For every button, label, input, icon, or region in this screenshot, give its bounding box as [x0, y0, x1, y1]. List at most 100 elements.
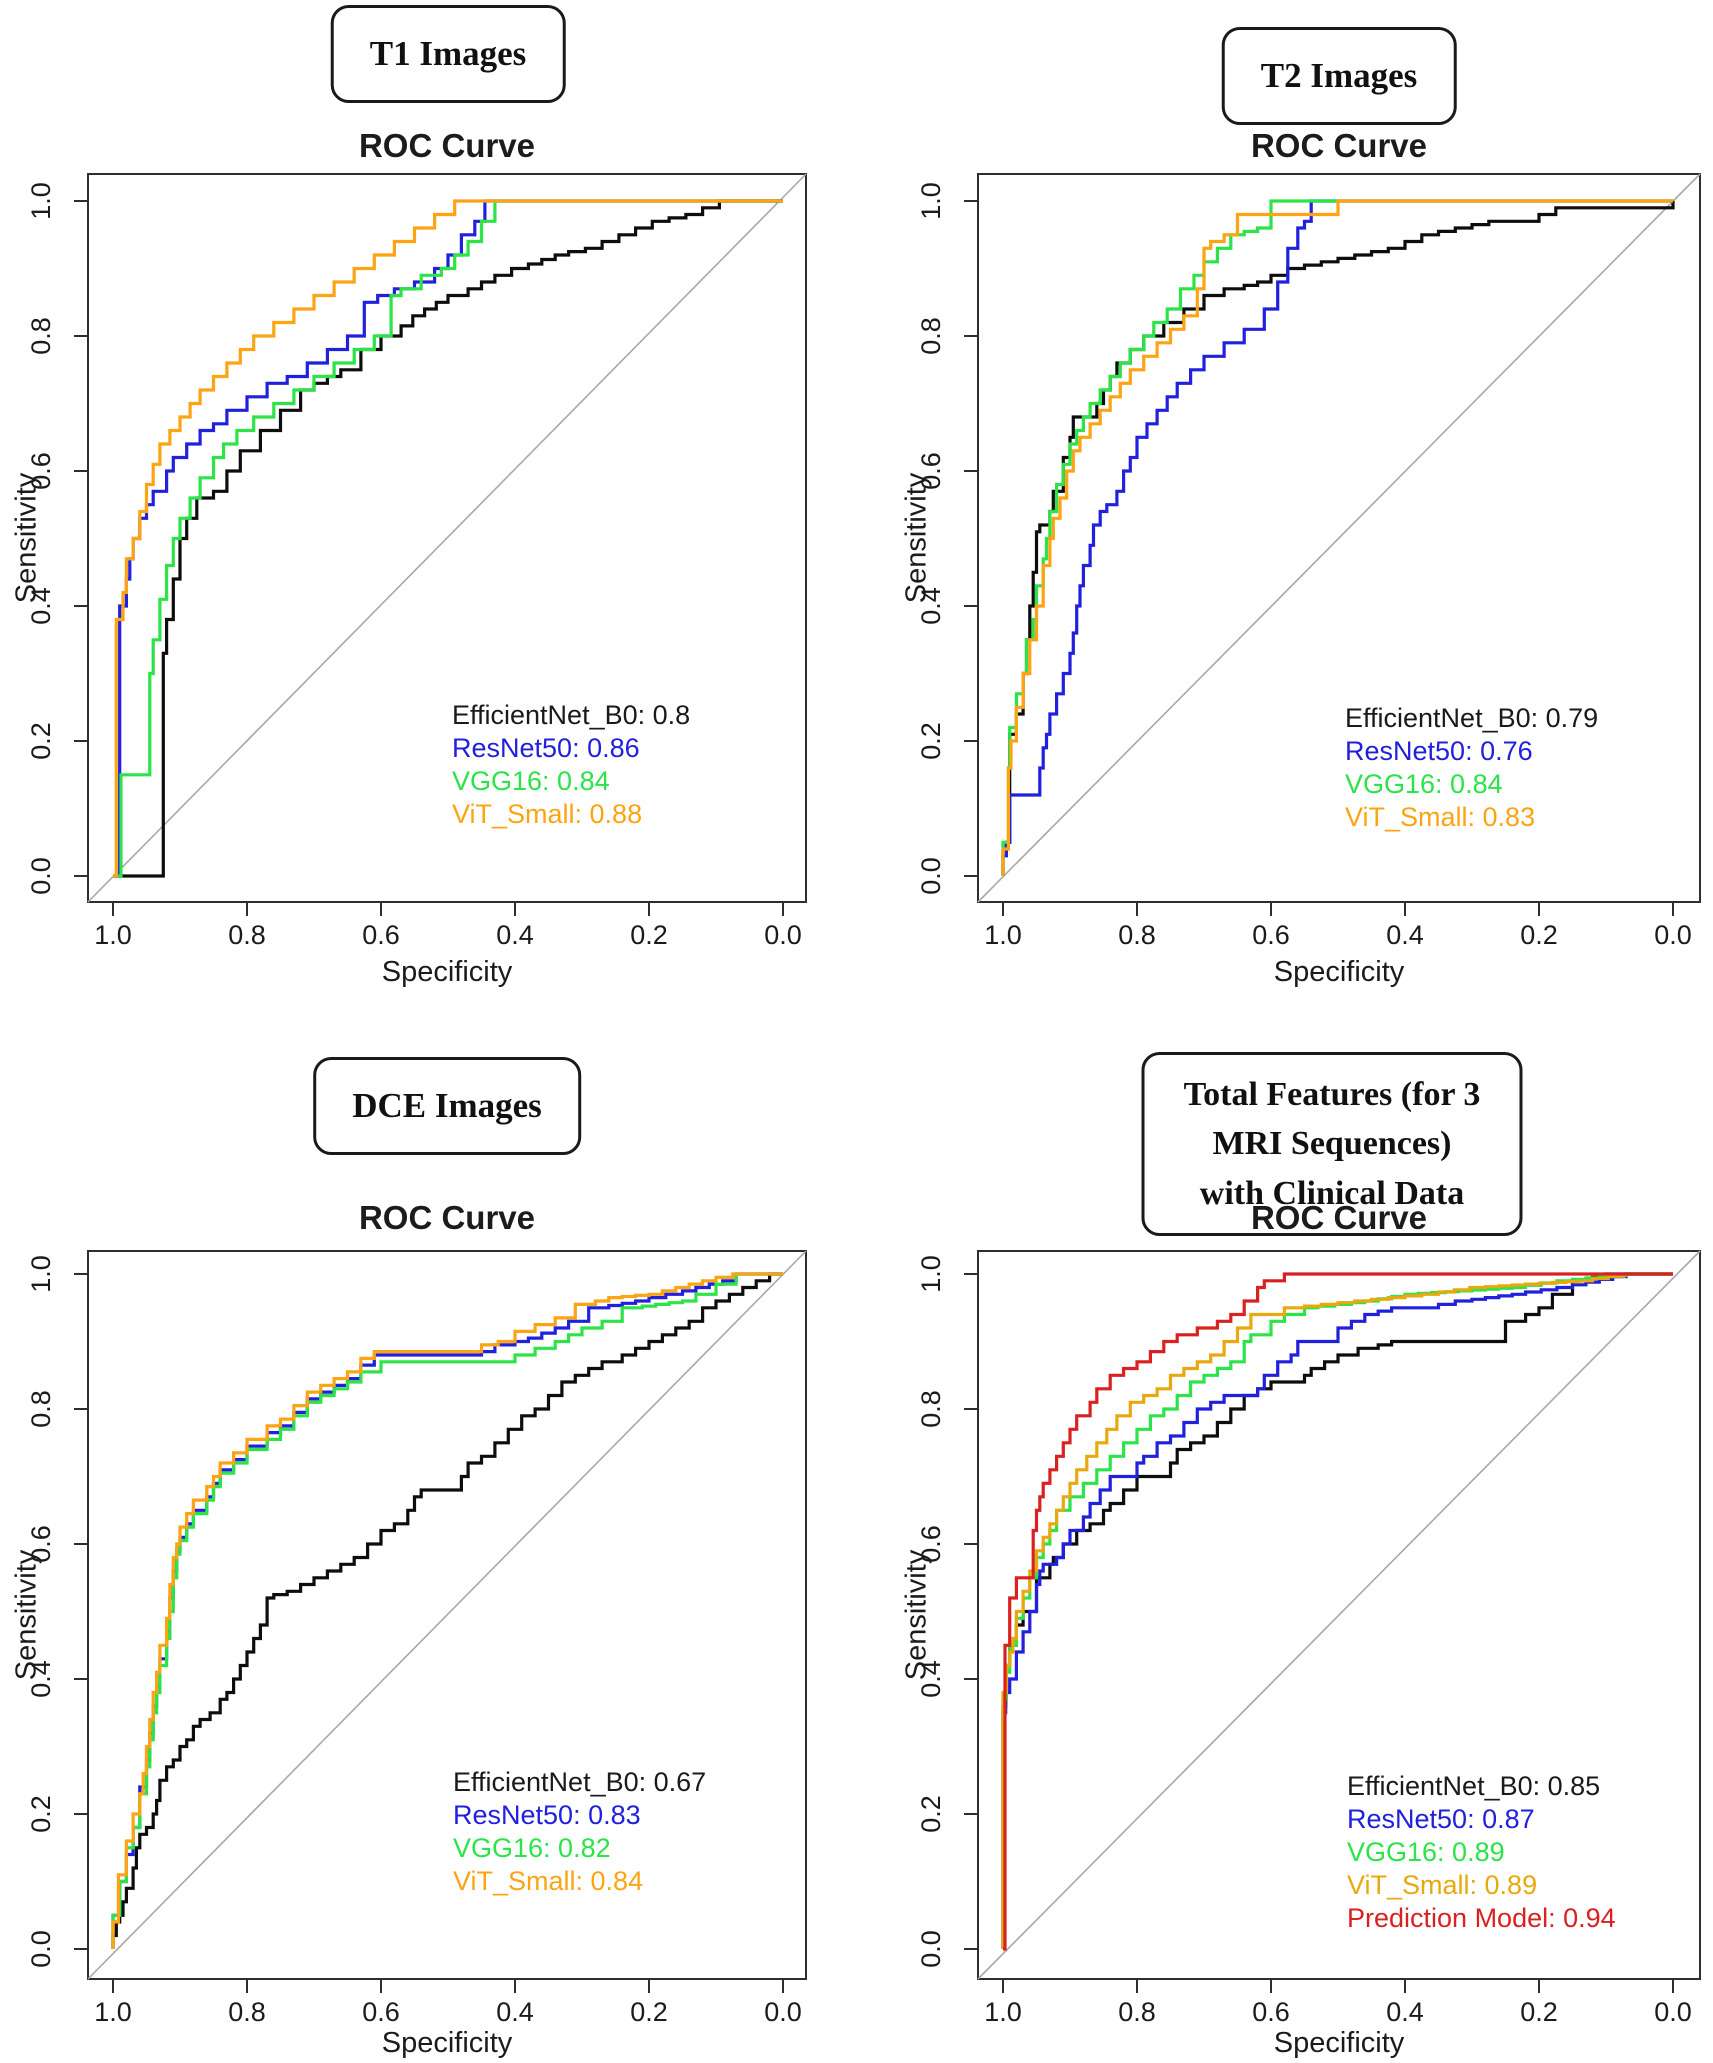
plot-box [87, 1250, 807, 1980]
y-tick-label: 0.8 [26, 317, 56, 355]
x-tick-label: 0.6 [362, 920, 400, 950]
x-tick-label: 1.0 [94, 1997, 132, 2027]
x-tick-label: 0.0 [1654, 1997, 1692, 2027]
y-tick-label: 0.8 [916, 317, 946, 355]
x-tick-label: 0.6 [1252, 1997, 1290, 2027]
x-tick-label: 0.8 [1118, 1997, 1156, 2027]
x-axis-label-t1: Specificity [381, 956, 513, 988]
roc-curve-vgg16 [113, 199, 783, 878]
y-tick-label: 0.0 [26, 1930, 56, 1968]
x-tick-label: 0.0 [764, 920, 802, 950]
legend-item-efficientnet-b0: EfficientNet_B0: 0.79 [1345, 703, 1599, 733]
roc-curve-efficientnet-b0 [1001, 1272, 1673, 1949]
legend-item-prediction-model: Prediction Model: 0.94 [1347, 1903, 1616, 1933]
y-tick-label: 0.6 [916, 452, 946, 490]
y-tick-label: 0.0 [26, 857, 56, 895]
legend-total: EfficientNet_B0: 0.85 ResNet50: 0.87 VGG16… [1347, 1770, 1616, 1935]
x-tick-label: 0.6 [1252, 920, 1290, 950]
y-tick-label: 1.0 [916, 1255, 946, 1293]
diagonal-reference-line [87, 173, 807, 903]
x-tick-label: 0.0 [1654, 920, 1692, 950]
x-axis-label-t2: Specificity [1273, 956, 1405, 988]
legend-item-vit-small: ViT_Small: 0.89 [1347, 1870, 1538, 1900]
plot-title-t2: ROC Curve [1250, 127, 1428, 164]
legend-item-vgg16: VGG16: 0.89 [1347, 1837, 1505, 1867]
roc-curve-resnet50 [1001, 199, 1673, 876]
y-tick-label: 0.0 [916, 1930, 946, 1968]
roc-curve-prediction-model [1003, 1272, 1673, 1951]
y-tick-label: 0.4 [916, 1660, 946, 1698]
y-tick-label: 0.4 [26, 587, 56, 625]
x-tick-label: 1.0 [94, 920, 132, 950]
y-axis-label-dce: Sensitivity [10, 1549, 43, 1681]
roc-curve-vit-small [113, 199, 783, 878]
legend-item-vit-small: ViT_Small: 0.84 [453, 1866, 644, 1896]
x-axis-label-dce: Specificity [381, 2027, 513, 2059]
x-tick-label: 0.6 [362, 1997, 400, 2027]
legend-item-resnet50: ResNet50: 0.76 [1345, 736, 1533, 766]
y-tick-label: 0.6 [916, 1525, 946, 1563]
legend-item-efficientnet-b0: EfficientNet_B0: 0.85 [1347, 1771, 1601, 1801]
panel-title-box-dce: DCE Images [313, 1057, 581, 1155]
panel-title-box-t1: T1 Images [330, 5, 566, 103]
x-tick-label: 0.2 [1520, 920, 1558, 950]
roc-curve-vit-small [111, 1272, 783, 1949]
x-tick-label: 0.2 [630, 1997, 668, 2027]
roc-curve-efficientnet-b0 [113, 199, 783, 878]
x-tick-label: 0.4 [1386, 920, 1424, 950]
y-tick-label: 1.0 [26, 1255, 56, 1293]
x-tick-label: 0.8 [228, 920, 266, 950]
x-tick-label: 0.0 [764, 1997, 802, 2027]
plot-box [977, 173, 1701, 903]
y-tick-label: 0.0 [916, 857, 946, 895]
x-tick-label: 0.4 [496, 1997, 534, 2027]
plot-title-t1: ROC Curve [358, 127, 536, 164]
x-tick-label: 0.4 [496, 920, 534, 950]
legend-item-efficientnet-b0: EfficientNet_B0: 0.67 [453, 1767, 707, 1797]
y-tick-label: 0.2 [26, 1795, 56, 1833]
panel-title-box-t2: T2 Images [1221, 27, 1457, 125]
diagonal-reference-line [977, 173, 1701, 903]
y-tick-label: 0.8 [916, 1390, 946, 1428]
legend-item-resnet50: ResNet50: 0.87 [1347, 1804, 1535, 1834]
y-axis-label-t1: Sensitivity [10, 472, 43, 604]
y-tick-label: 0.8 [26, 1390, 56, 1428]
x-axis-label-total: Specificity [1273, 2027, 1405, 2059]
legend-item-vgg16: VGG16: 0.84 [1345, 769, 1503, 799]
legend-item-efficientnet-b0: EfficientNet_B0: 0.8 [452, 700, 691, 730]
legend-item-resnet50: ResNet50: 0.86 [452, 733, 640, 763]
legend-item-vgg16: VGG16: 0.84 [452, 766, 610, 796]
plot-box [87, 173, 807, 903]
plot-title-dce: ROC Curve [358, 1199, 536, 1236]
y-tick-label: 0.2 [916, 1795, 946, 1833]
x-tick-label: 1.0 [984, 920, 1022, 950]
x-tick-label: 1.0 [984, 1997, 1022, 2027]
legend-t2: EfficientNet_B0: 0.79 ResNet50: 0.76 VGG16… [1345, 702, 1598, 834]
legend-item-resnet50: ResNet50: 0.83 [453, 1800, 641, 1830]
y-tick-label: 0.2 [916, 722, 946, 760]
legend-item-vit-small: ViT_Small: 0.83 [1345, 802, 1536, 832]
x-tick-label: 0.2 [1520, 1997, 1558, 2027]
roc-curve-vit-small [1001, 1272, 1673, 1949]
roc-curve-vgg16 [1001, 199, 1673, 876]
plot-title-total: ROC Curve [1250, 1199, 1428, 1236]
x-tick-label: 0.2 [630, 920, 668, 950]
panel-title-box-total-features: Total Features (for 3 MRI Sequences) wit… [1141, 1052, 1523, 1236]
roc-curve-vit-small [1001, 199, 1673, 876]
legend-item-vit-small: ViT_Small: 0.88 [452, 799, 643, 829]
legend-dce: EfficientNet_B0: 0.67 ResNet50: 0.83 VGG16… [453, 1766, 706, 1898]
legend-t1: EfficientNet_B0: 0.8 ResNet50: 0.86 VGG16:… [452, 699, 690, 831]
y-tick-label: 0.6 [26, 452, 56, 490]
diagonal-reference-line [87, 1250, 807, 1980]
y-tick-label: 0.6 [26, 1525, 56, 1563]
y-tick-label: 0.4 [26, 1660, 56, 1698]
roc-curve-resnet50 [1001, 1272, 1673, 1949]
y-axis-label-t2: Sensitivity [900, 472, 933, 604]
y-tick-label: 1.0 [916, 182, 946, 220]
x-tick-label: 0.4 [1386, 1997, 1424, 2027]
plot-box [977, 1250, 1701, 1980]
diagonal-reference-line [977, 1250, 1701, 1980]
y-tick-label: 0.4 [916, 587, 946, 625]
